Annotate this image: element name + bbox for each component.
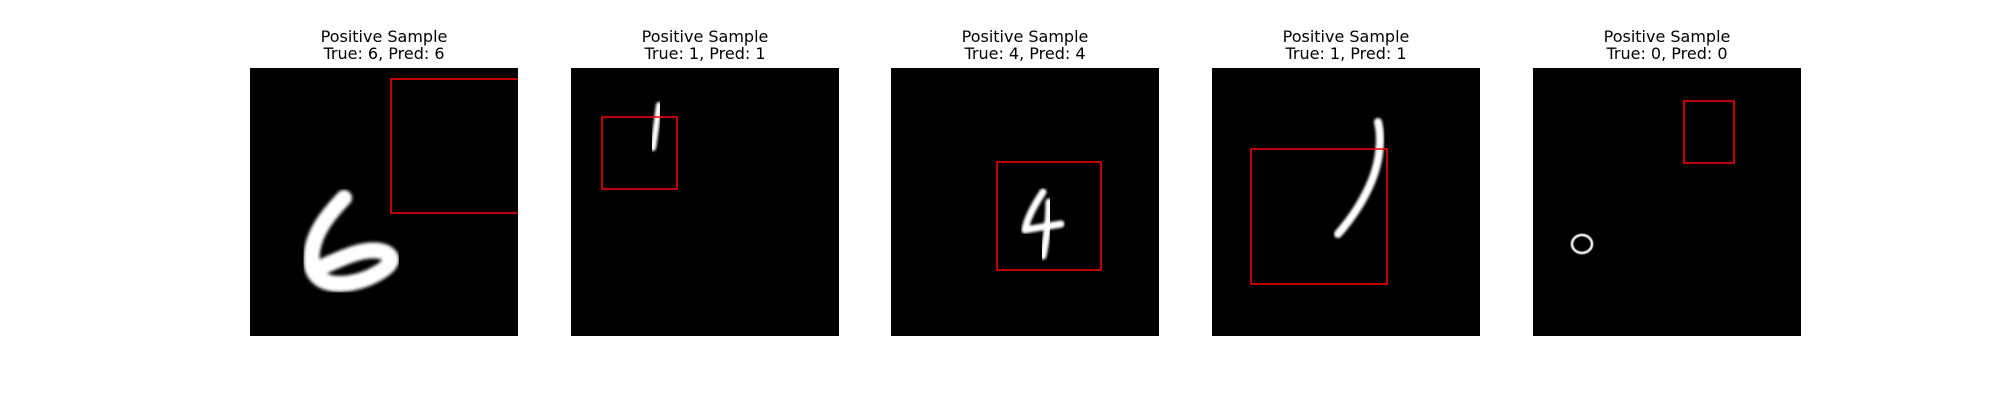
bounding-box	[601, 116, 678, 190]
digit-image-2	[571, 68, 839, 336]
digit-four-drawing	[996, 161, 1102, 271]
digit-stroke-right	[1039, 198, 1053, 260]
bounding-box	[1250, 148, 1388, 285]
digit-stroke	[650, 102, 662, 151]
bounding-box	[390, 78, 518, 214]
digit-zero-drawing	[1570, 100, 1735, 255]
panel-title-5: Positive Sample True: 0, Pred: 0	[1493, 28, 1841, 62]
panel-heading-4: Positive Sample	[1282, 27, 1410, 46]
panel-label-2: True: 1, Pred: 1	[644, 44, 766, 63]
digit-one-drawing	[1250, 118, 1388, 285]
bounding-box	[1683, 100, 1735, 164]
digit-image-1	[250, 68, 518, 336]
sample-panel-3: Positive Sample True: 4, Pred: 4	[891, 0, 1159, 400]
digit-image-5	[1533, 68, 1801, 336]
bounding-box	[996, 161, 1102, 271]
panel-label-5: True: 0, Pred: 0	[1606, 44, 1728, 63]
sample-panel-1: Positive Sample True: 6, Pred: 6	[250, 0, 518, 400]
digit-six-drawing	[303, 78, 518, 292]
panel-title-3: Positive Sample True: 4, Pred: 4	[851, 28, 1199, 62]
panel-heading-2: Positive Sample	[641, 27, 769, 46]
panel-label-1: True: 6, Pred: 6	[323, 44, 445, 63]
sample-panel-5: Positive Sample True: 0, Pred: 0	[1533, 0, 1801, 400]
digit-stroke	[1334, 118, 1384, 238]
panel-heading-1: Positive Sample	[320, 27, 448, 46]
sample-panel-4: Positive Sample True: 1, Pred: 1	[1212, 0, 1480, 400]
panel-label-4: True: 1, Pred: 1	[1285, 44, 1407, 63]
digit-image-4	[1212, 68, 1480, 336]
panel-heading-3: Positive Sample	[961, 27, 1089, 46]
panel-title-1: Positive Sample True: 6, Pred: 6	[210, 28, 558, 62]
digit-image-3	[891, 68, 1159, 336]
digit-stroke	[1570, 233, 1594, 255]
digit-stroke	[303, 190, 399, 292]
digit-one-drawing	[601, 102, 678, 190]
digit-stroke-left	[1021, 188, 1065, 234]
panel-title-4: Positive Sample True: 1, Pred: 1	[1172, 28, 1520, 62]
panel-label-3: True: 4, Pred: 4	[964, 44, 1086, 63]
panel-title-2: Positive Sample True: 1, Pred: 1	[531, 28, 879, 62]
panel-heading-5: Positive Sample	[1603, 27, 1731, 46]
sample-panel-2: Positive Sample True: 1, Pred: 1	[571, 0, 839, 400]
